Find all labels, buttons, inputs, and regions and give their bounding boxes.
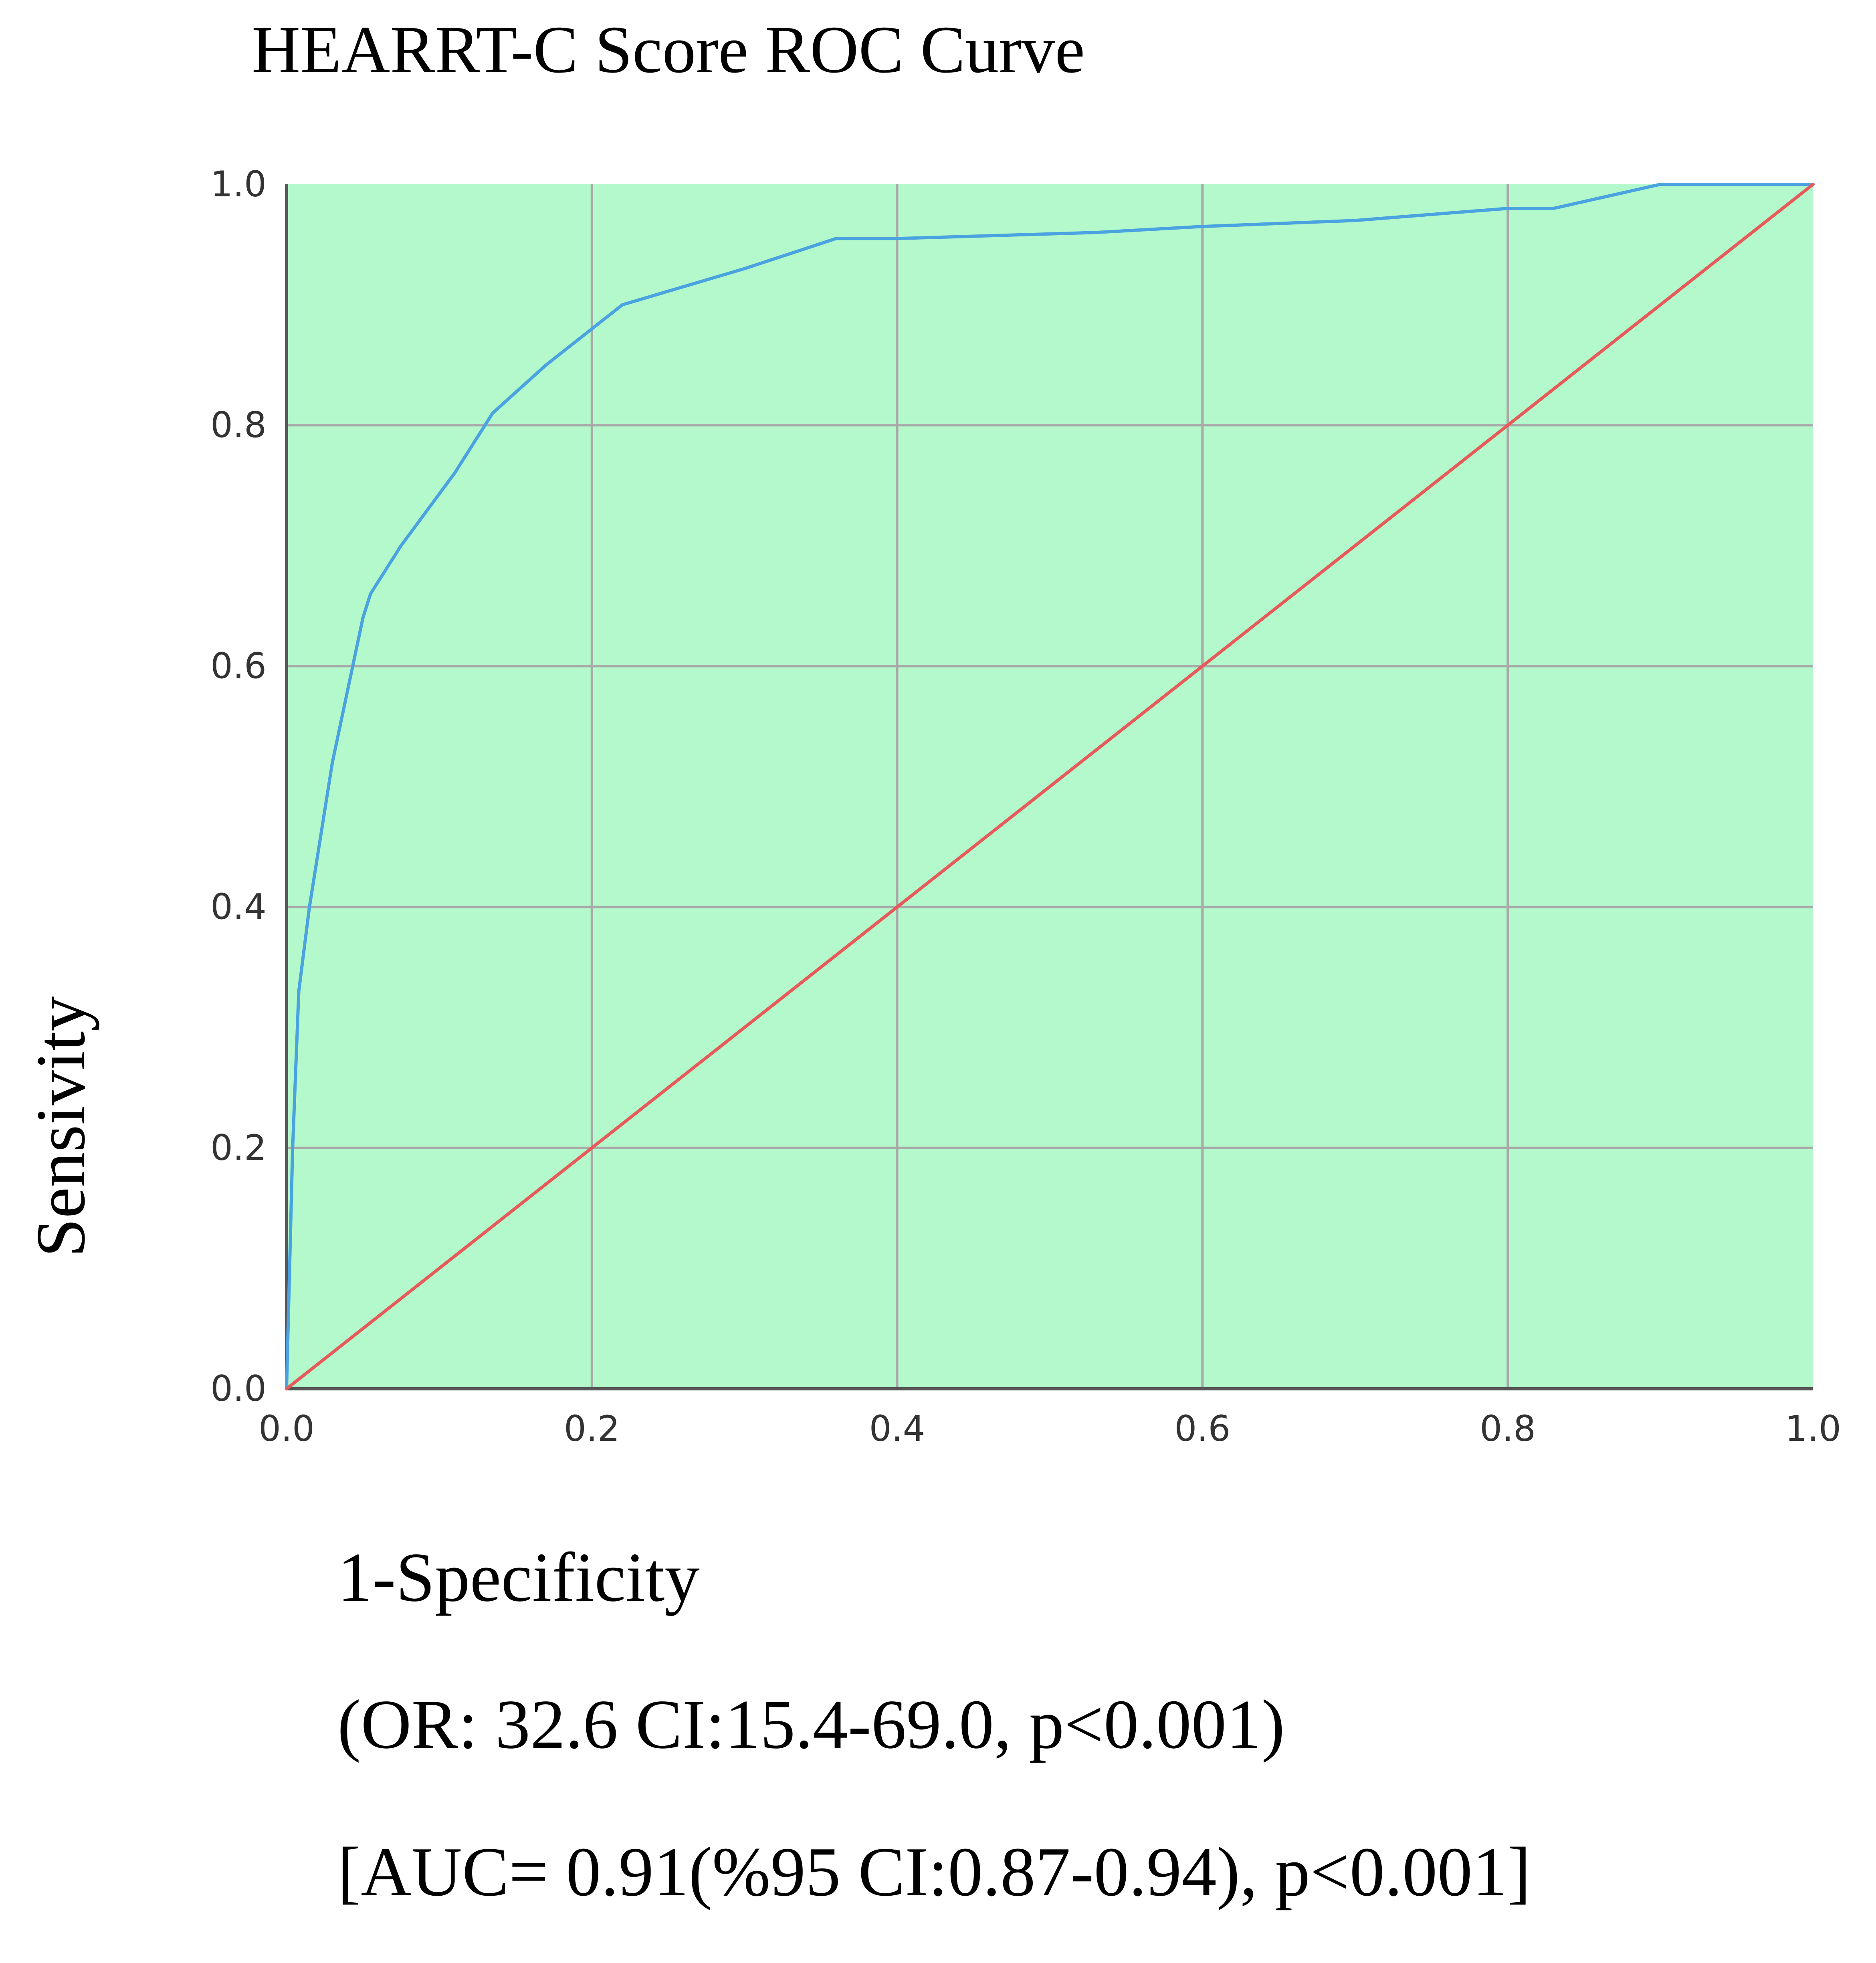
x-tick-label: 0.8 [1480,1408,1536,1449]
y-tick-label: 0.0 [210,1368,267,1409]
y-tick-label: 1.0 [210,163,267,205]
x-tick-label: 0.6 [1174,1408,1230,1449]
axes [285,184,1813,1390]
tick-labels: 0.0 0.2 0.4 0.6 0.8 1.0 0.0 0.2 0.4 0.6 0.8 1.0 [210,163,1841,1449]
y-tick-label: 0.2 [210,1127,267,1168]
y-axis-label: Sensivity [22,996,99,1257]
series-line-1 [285,183,1815,1390]
x-axis-label: 1-Specificity [337,1538,700,1616]
annotation-auc: [AUC= 0.91(%95 CI:0.87-0.94), p<0.001] [337,1833,1531,1911]
x-tick-label: 1.0 [1785,1408,1841,1449]
x-tick-label: 0.2 [564,1408,620,1449]
x-tick-label: 0.4 [869,1408,925,1449]
x-tick-label: 0.0 [258,1408,315,1449]
chart-title: HEARRT-C Score ROC Curve [252,12,1085,87]
y-tick-label: 0.6 [210,645,267,686]
series-line-0 [285,183,1815,1390]
grid [287,184,1813,1389]
y-tick-label: 0.8 [210,404,267,446]
y-tick-label: 0.4 [210,886,267,928]
annotation-or: (OR: 32.6 CI:15.4-69.0, p<0.001) [337,1685,1285,1763]
series [285,183,1815,1390]
